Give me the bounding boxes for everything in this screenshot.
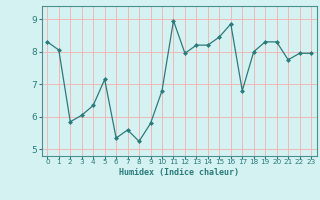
X-axis label: Humidex (Indice chaleur): Humidex (Indice chaleur) — [119, 168, 239, 177]
